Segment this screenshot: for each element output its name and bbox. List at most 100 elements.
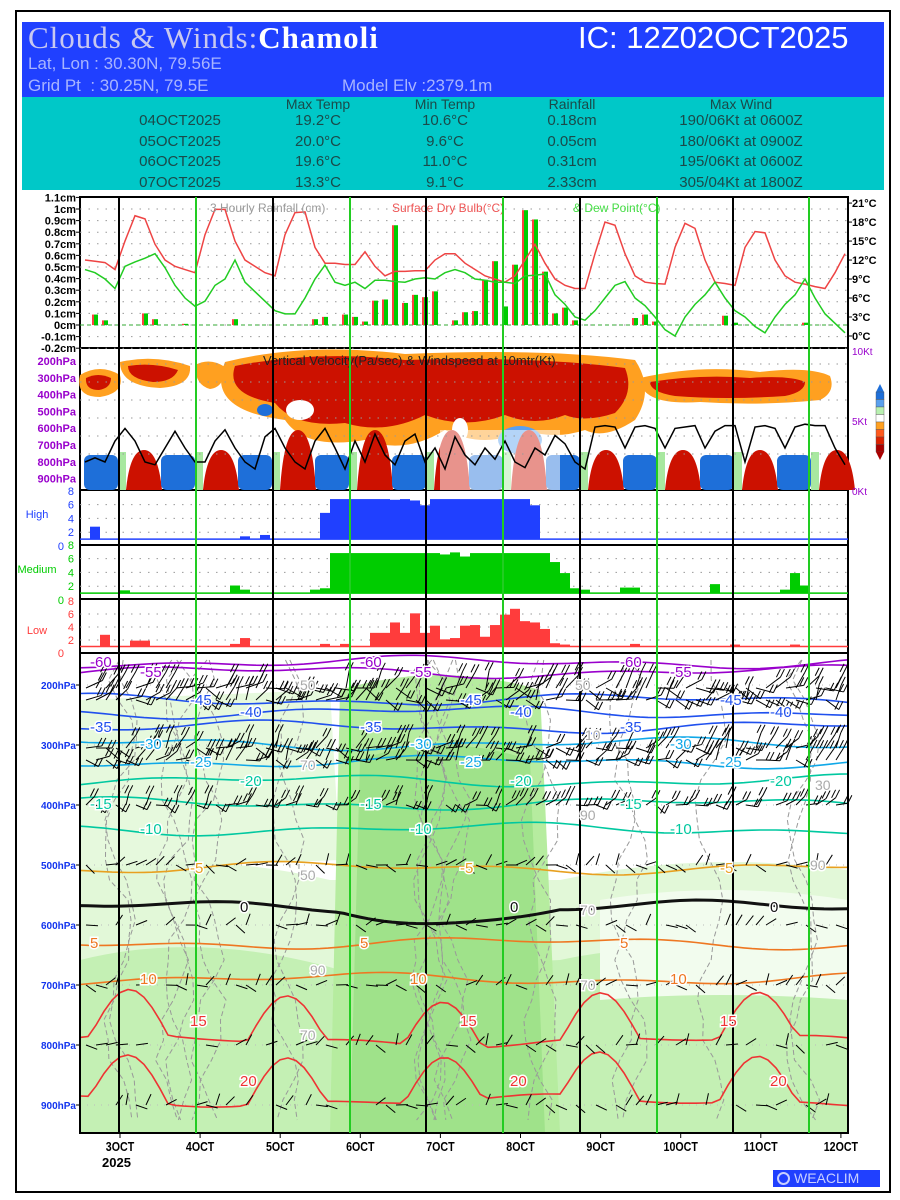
wind-barb-shaft (215, 746, 221, 761)
wind-barb (605, 690, 627, 701)
wind-barb-shaft (335, 759, 350, 765)
wind-barb-shaft (175, 757, 190, 761)
medium-cloud-bar (500, 553, 510, 594)
wind-barb-feather (295, 785, 301, 794)
wind-barb-shaft (365, 864, 378, 868)
wind-barb (475, 974, 484, 986)
wind-barb-feather (230, 698, 235, 707)
wind-barb (385, 667, 404, 689)
rain-tick-label: -0.1cm (41, 332, 76, 344)
wind-barb (435, 677, 448, 701)
high-cloud-bar (340, 499, 350, 540)
wind-barb-feather (495, 679, 501, 688)
wind-barb-shaft (735, 687, 750, 701)
wind-barb-feather (647, 739, 653, 748)
wind-barb (545, 759, 562, 769)
low-cloud-bar (380, 632, 390, 647)
wind-barb-shaft (385, 741, 402, 749)
wind-barb-feather (128, 748, 134, 758)
wind-barb (355, 754, 375, 764)
wind-barb-feather (416, 665, 422, 674)
wind-barb-shaft (85, 1044, 98, 1050)
low-cloud-bar (370, 632, 380, 647)
wind-barb (515, 984, 528, 990)
summary-max-temp: 20.0°C (294, 132, 342, 150)
wind-barb-feather (786, 738, 792, 748)
wind-barb-feather (373, 679, 379, 689)
wind-barb-feather (713, 793, 719, 803)
wind-barb-feather (697, 758, 703, 767)
wind-barb-feather (483, 797, 489, 806)
wind-barb-feather (140, 741, 146, 750)
summary-max-temp: 13.3°C (294, 173, 342, 191)
wind-barb-shaft (495, 922, 508, 926)
wind-barb-feather (368, 738, 374, 747)
wind-barb-shaft (715, 975, 724, 986)
wind-barb (485, 740, 499, 761)
wind-barb-shaft (155, 754, 170, 761)
wind-barb-shaft (105, 863, 118, 866)
wind-barb-shaft (525, 757, 540, 761)
wind-barb-shaft (485, 748, 495, 761)
wind-barb (145, 730, 164, 749)
vv-pressure-label: 900hPa (37, 474, 76, 486)
wind-barb (515, 859, 528, 866)
wind-barb-shaft (835, 732, 842, 749)
wind-barb-shaft (375, 752, 389, 761)
wind-barb (495, 1103, 508, 1106)
wind-barb-feather (179, 678, 185, 687)
wind-barb-feather (641, 662, 647, 672)
wind-barb-feather (154, 740, 160, 750)
wind-barb (525, 725, 537, 749)
temperature-contour-label: -45 (190, 692, 212, 709)
rain-bar (354, 316, 358, 325)
wind-barb-feather (627, 725, 633, 734)
wind-barb-feather (605, 742, 611, 751)
wind-barb-feather (790, 738, 796, 748)
rain-bar-red (642, 314, 644, 325)
wind-barb (95, 1042, 108, 1046)
wind-barb-feather (693, 758, 699, 767)
wind-barb-feather (172, 679, 178, 689)
wind-barb-shaft (155, 692, 171, 701)
wind-barb-feather (412, 800, 418, 810)
wind-barb-shaft (795, 1044, 805, 1054)
wind-barb-shaft (255, 804, 268, 808)
wind-barb-feather (398, 785, 404, 794)
wind-barb-feather (208, 785, 214, 794)
temp-tick-label: 0°C (852, 331, 871, 343)
wind-barb-shaft (785, 684, 804, 689)
wind-barb-shaft (545, 1104, 556, 1114)
wind-barb-shaft (235, 924, 246, 934)
wind-barb-feather (331, 738, 336, 748)
wind-barb-shaft (735, 747, 751, 756)
wind-barb-feather (519, 787, 525, 797)
wind-barb-feather (483, 725, 489, 735)
wind-barb-feather (395, 749, 401, 758)
wind-barb-shaft (105, 674, 119, 689)
wind-barb-shaft (135, 681, 154, 689)
wind-barb (715, 727, 731, 749)
wind-barb (445, 693, 467, 702)
wind-barb-feather (319, 747, 325, 757)
wind-barb (375, 789, 391, 806)
x-tick-label: 9OCT (586, 1139, 615, 1154)
wind-barb-shaft (465, 917, 477, 926)
wind-barb-feather (313, 740, 319, 749)
wind-barb (405, 665, 422, 689)
wind-barb (235, 1038, 247, 1046)
low-cloud-bar (100, 634, 110, 647)
wind-barb (215, 1093, 221, 1106)
wind-barb-feather (549, 663, 555, 672)
wind-barb-feather (599, 691, 605, 700)
wind-barb (535, 748, 555, 761)
wind-barb-feather (336, 801, 342, 811)
wind-barb-shaft (805, 984, 818, 988)
rain-bar (484, 279, 488, 325)
wind-barb (715, 801, 732, 810)
rh-contour (189, 659, 225, 1121)
wind-barb (365, 1035, 374, 1046)
wind-barb (135, 1104, 148, 1110)
wind-barb-shaft (235, 684, 240, 701)
wind-barb-shaft (505, 1104, 518, 1109)
